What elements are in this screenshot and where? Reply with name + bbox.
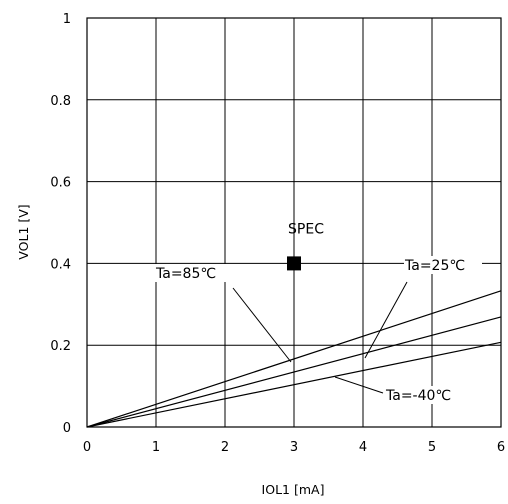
x-tick-label: 5 bbox=[428, 440, 436, 455]
x-tick-label: 3 bbox=[290, 440, 298, 455]
y-tick-label: 0.4 bbox=[50, 257, 71, 272]
label-ta85: Ta=85℃ bbox=[155, 266, 216, 282]
series-line-2 bbox=[86, 316, 502, 428]
series-line-1 bbox=[86, 290, 502, 428]
leader-ta40 bbox=[334, 376, 384, 394]
leader-ta25 bbox=[364, 281, 408, 359]
x-axis-label: IOL1 [mA] bbox=[262, 482, 325, 497]
grid bbox=[86, 17, 502, 428]
x-tick-label: 1 bbox=[152, 440, 160, 455]
label-ta40: Ta=-40℃ bbox=[385, 388, 451, 404]
y-tick-label: 0.2 bbox=[50, 339, 71, 354]
leader-ta85 bbox=[232, 287, 292, 363]
label-bg-ta85 bbox=[155, 264, 229, 282]
label-ta25: Ta=25℃ bbox=[404, 258, 465, 274]
x-tick-label: 0 bbox=[83, 440, 91, 455]
y-axis-label: VOL1 [V] bbox=[16, 204, 31, 259]
label-bg-ta40 bbox=[384, 386, 466, 404]
y-tick-label: 1 bbox=[63, 12, 71, 27]
spec-label: SPEC bbox=[288, 221, 324, 237]
y-tick-label: 0.8 bbox=[50, 94, 71, 109]
tick-labels: 0 1 2 3 4 5 6 0 0.2 0.4 0.6 0.8 1 bbox=[50, 12, 505, 455]
x-tick-label: 6 bbox=[497, 440, 505, 455]
y-tick-label: 0.6 bbox=[50, 176, 71, 191]
x-tick-label: 2 bbox=[221, 440, 229, 455]
x-tick-label: 4 bbox=[359, 440, 367, 455]
label-bg-ta25 bbox=[404, 256, 482, 274]
series-lines bbox=[86, 290, 502, 428]
spec-marker bbox=[287, 256, 301, 271]
series-line-3 bbox=[86, 341, 502, 428]
y-tick-label: 0 bbox=[63, 421, 71, 436]
